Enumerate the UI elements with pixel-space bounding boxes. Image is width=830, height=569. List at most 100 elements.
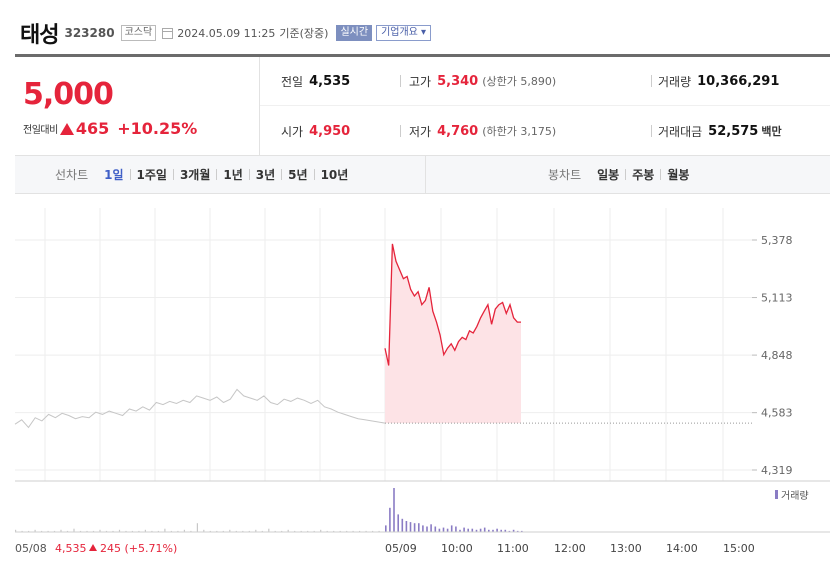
volume-bar-today — [401, 518, 404, 532]
stat-high: 고가 5,340 (상한가 5,890) — [409, 71, 556, 91]
volume-bar-today — [483, 527, 486, 532]
volume-bar-today — [430, 524, 432, 532]
stat-low: 저가 4,760 (하한가 3,175) — [409, 121, 556, 141]
volume-bar-previous — [112, 530, 114, 532]
tab-period-3[interactable]: 1년 — [223, 168, 243, 182]
tab-candle-2[interactable]: 월봉 — [667, 168, 690, 182]
volume-bar-previous — [287, 529, 289, 532]
volume-bar-today — [450, 525, 453, 532]
volume-bar-today — [516, 530, 519, 532]
change-row: 전일대비 465 +10.25% — [23, 119, 197, 138]
volume-bar-previous — [222, 530, 224, 532]
volume-bar-previous — [177, 530, 179, 532]
volume-bar-previous — [300, 530, 302, 532]
volume-bar-today — [500, 529, 502, 532]
chart-grid — [15, 208, 752, 481]
volume-bar-previous — [359, 530, 361, 532]
volume-bar-today — [446, 528, 449, 532]
candle-chart-label: 봉차트 — [548, 168, 582, 182]
volume-bar-previous — [313, 530, 315, 532]
volume-bar-today — [422, 525, 424, 532]
volume-bar-previous — [79, 530, 82, 532]
tab-period-2[interactable]: 3개월 — [179, 168, 211, 182]
divider — [651, 75, 652, 87]
volume-bar-today — [492, 529, 494, 532]
tab-period-6[interactable]: 10년 — [320, 168, 349, 182]
y-axis-ticks: 5,378 5,113 4,848 4,583 4,319 — [752, 234, 793, 477]
volume-bar-previous — [157, 530, 159, 532]
volume-bars — [15, 488, 523, 532]
tab-period-0[interactable]: 1일 — [104, 168, 124, 182]
y-tick-label: 5,113 — [761, 292, 793, 305]
volume-bar-previous — [164, 528, 166, 532]
y-tick-label: 4,319 — [761, 464, 793, 477]
volume-bar-previous — [365, 530, 367, 532]
volume-bar-today — [438, 528, 441, 532]
volume-bar-previous — [255, 529, 257, 532]
change-amount: 465 — [75, 119, 110, 138]
volume-bar-previous — [378, 530, 380, 532]
volume-bar-today — [418, 523, 420, 532]
company-overview-button[interactable]: 기업개요 ▾ — [376, 25, 432, 41]
volume-bar-previous — [216, 530, 218, 532]
header-divider — [15, 54, 830, 57]
volume-bar-previous — [268, 528, 270, 532]
tab-separator — [313, 169, 315, 180]
volume-bar-today — [488, 529, 490, 532]
realtime-button[interactable]: 실시간 — [336, 25, 373, 41]
volume-bar-previous — [372, 530, 374, 532]
volume-legend-icon — [775, 490, 778, 499]
tab-candle-0[interactable]: 일봉 — [597, 168, 620, 182]
volume-bar-previous — [15, 529, 17, 532]
tab-separator — [216, 169, 218, 180]
volume-bar-today — [471, 528, 474, 532]
volume-bar-previous — [333, 530, 335, 532]
tab-period-4[interactable]: 3년 — [255, 168, 276, 182]
stock-code: 323280 — [64, 26, 115, 40]
volume-bar-previous — [346, 530, 348, 532]
volume-bar-previous — [248, 530, 250, 532]
volume-bar-previous — [307, 530, 309, 532]
volume-bar-today — [442, 527, 445, 532]
current-price-panel: 5,000 전일대비 465 +10.25% — [15, 57, 260, 155]
volume-bar-today — [459, 529, 461, 532]
tab-separator — [172, 169, 174, 180]
volume-bar-today — [467, 528, 469, 532]
volume-bar-previous — [41, 530, 43, 532]
stock-header: 태성 323280 코스닥 2024.05.09 11:25 기준(장중) 실시… — [20, 18, 432, 48]
calendar-icon — [162, 27, 174, 39]
volume-bar-today — [508, 530, 511, 532]
volume-bar-previous — [326, 530, 328, 532]
stat-label: 거래대금 — [658, 124, 703, 139]
stat-label: 저가 — [409, 124, 432, 139]
tab-candle-1[interactable]: 주봉 — [632, 168, 655, 182]
volume-bar-previous — [118, 529, 121, 532]
tab-separator — [625, 169, 627, 180]
volume-bar-today — [479, 528, 482, 532]
volume-bar-today — [521, 530, 523, 532]
x-tick-label: 14:00 — [666, 542, 698, 555]
stock-name: 태성 — [20, 23, 59, 48]
x-tick-label: 13:00 — [610, 542, 642, 555]
stat-label: 전일 — [281, 74, 304, 89]
x-tick-label: 15:00 — [723, 542, 755, 555]
volume-bar-previous — [73, 528, 75, 532]
stat-value: 4,760 — [437, 123, 479, 139]
previous-day-price: 4,535 — [55, 542, 87, 555]
volume-bar-previous — [190, 530, 192, 532]
volume-bar-previous — [320, 529, 322, 532]
volume-bar-today — [455, 526, 457, 532]
stat-value: 52,575 — [708, 123, 759, 139]
previous-day-date: 05/08 — [15, 542, 47, 555]
volume-bar-today — [385, 525, 387, 532]
lower-limit: (하한가 3,175) — [482, 125, 557, 138]
tab-period-5[interactable]: 5년 — [288, 168, 308, 182]
divider — [651, 125, 652, 137]
stat-label: 고가 — [409, 74, 432, 89]
tab-separator — [281, 169, 283, 180]
tab-period-1[interactable]: 1주일 — [136, 168, 167, 182]
price-chart[interactable]: 5,378 5,113 4,848 4,583 4,319 거래량 05/09 10:00… — [0, 194, 830, 569]
candle-chart-tabs: 봉차트 일봉 주봉 월봉 — [548, 156, 695, 193]
stat-amount: 거래대금 52,575 백만 — [658, 121, 782, 141]
volume-bar-today — [393, 488, 395, 532]
